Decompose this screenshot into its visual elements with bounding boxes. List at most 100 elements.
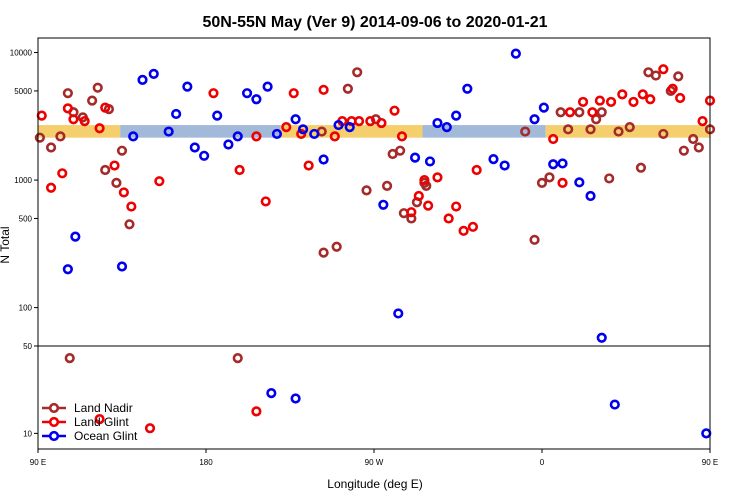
land-glint-point xyxy=(413,190,424,202)
ocean-glint-point xyxy=(70,231,81,242)
land-glint-point xyxy=(458,225,469,236)
x-tick-label: 90 W xyxy=(365,458,384,467)
land-glint-point xyxy=(126,201,137,212)
land-nadir-point xyxy=(92,82,103,93)
y-tick-label: 10 xyxy=(23,429,32,438)
land-nadir-point xyxy=(64,353,75,364)
ocean-glint-point xyxy=(309,128,320,140)
ocean-glint-point xyxy=(223,139,234,150)
y-tick-label: 1000 xyxy=(14,176,32,185)
ocean-glint-point xyxy=(232,131,243,142)
land-glint-point xyxy=(303,160,314,171)
land-glint-point xyxy=(587,107,598,118)
land-nadir-point xyxy=(658,128,669,140)
ocean-glint-point xyxy=(137,74,148,86)
land-nadir-point xyxy=(331,241,342,252)
ocean-glint-point xyxy=(409,152,421,163)
land-glint-point xyxy=(118,187,129,198)
land-glint-point xyxy=(36,110,47,121)
ocean-band-segment xyxy=(422,125,546,138)
ocean-glint-point xyxy=(171,108,182,120)
ocean-glint-point xyxy=(163,126,174,137)
land-glint-point xyxy=(443,213,454,224)
ocean-glint-point xyxy=(262,81,273,92)
ocean-glint-point xyxy=(424,156,436,167)
land-glint-point xyxy=(675,92,686,104)
land-nadir-point xyxy=(34,132,45,143)
land-nadir-point xyxy=(563,124,574,135)
ocean-glint-point xyxy=(488,154,499,165)
land-glint-point xyxy=(100,102,111,113)
land-nadir-point xyxy=(232,353,243,364)
land-glint-point xyxy=(617,89,628,100)
ocean-glint-point xyxy=(344,122,355,133)
ocean-glint-point xyxy=(290,114,301,125)
land-glint-point xyxy=(376,117,387,129)
land-glint-point xyxy=(79,115,90,127)
land-glint-point xyxy=(577,96,589,108)
land-glint-point xyxy=(109,160,120,171)
land-nadir-point xyxy=(536,177,548,189)
axes: 90 E 180 90 W 0 90 E 50 100 500 1000 5000 10000 10 xyxy=(10,49,718,467)
land-glint-point xyxy=(251,406,262,417)
legend-label-ocean-glint: Ocean Glint xyxy=(74,429,138,443)
land-glint-point xyxy=(637,89,648,100)
land-glint-point xyxy=(57,168,68,179)
land-nadir-point xyxy=(693,142,704,153)
land-glint-point xyxy=(281,122,292,133)
ocean-glint-point xyxy=(318,154,329,165)
land-glint-point xyxy=(260,196,271,207)
land-glint-point xyxy=(318,84,329,95)
y-tick-label: 500 xyxy=(19,214,33,223)
legend-marker-land-nadir xyxy=(48,402,60,414)
land-nadir-point xyxy=(529,234,540,245)
land-glint-point xyxy=(68,114,79,125)
land-nadir-point xyxy=(635,162,647,173)
legend-marker-land-glint xyxy=(48,416,60,428)
land-nadir-point xyxy=(395,145,406,156)
land-nadir-point xyxy=(604,173,615,184)
land-nadir-point xyxy=(585,124,596,135)
land-nadir-point xyxy=(87,95,98,106)
land-glint-point xyxy=(628,96,639,108)
land-glint-point xyxy=(329,131,340,142)
land-nadir-point xyxy=(544,172,555,183)
land-nadir-point xyxy=(111,177,122,189)
ocean-glint-point xyxy=(451,110,462,121)
land-glint-point xyxy=(467,221,479,232)
land-glint-point xyxy=(432,172,443,183)
ocean-glint-point xyxy=(609,399,620,410)
ocean-glint-point xyxy=(212,110,223,121)
land-glint-point xyxy=(605,96,617,108)
land-glint-point xyxy=(564,107,576,118)
land-glint-point xyxy=(594,95,605,106)
land-glint-point xyxy=(353,115,365,127)
land-glint-point xyxy=(419,174,430,186)
land-nadir-point xyxy=(678,145,689,156)
ocean-glint-point xyxy=(557,158,568,169)
land-nadir-point xyxy=(62,88,73,99)
land-nadir-point xyxy=(406,213,417,224)
land-glint-point xyxy=(389,105,400,116)
land-nadir-point xyxy=(574,107,585,118)
land-nadir-point xyxy=(352,67,363,78)
lower-plot-frame xyxy=(37,345,711,450)
land-nadir-point xyxy=(55,131,66,142)
upper-plot-frame xyxy=(37,37,711,347)
land-glint-point xyxy=(94,414,105,425)
land-glint-point xyxy=(451,201,462,212)
ocean-glint-point xyxy=(182,81,193,92)
ocean-glint-point xyxy=(378,199,389,210)
ocean-glint-point xyxy=(297,124,309,135)
ocean-glint-point xyxy=(538,102,549,113)
ocean-glint-point xyxy=(128,131,139,142)
ocean-glint-point xyxy=(432,117,443,129)
land-glint-point xyxy=(251,131,262,142)
ocean-glint-point xyxy=(241,88,253,99)
land-nadir-point xyxy=(381,180,393,192)
land-nadir-point xyxy=(342,83,353,94)
ocean-glint-point xyxy=(596,332,607,343)
land-nadir-point xyxy=(688,133,699,145)
ocean-glint-point xyxy=(333,119,344,131)
